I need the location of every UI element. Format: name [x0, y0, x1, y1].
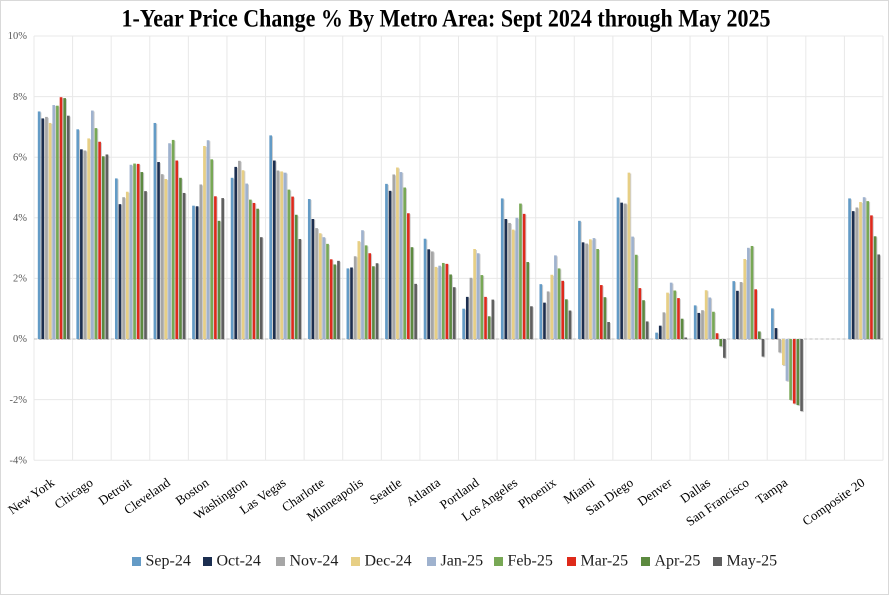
svg-text:2%: 2% — [13, 274, 27, 285]
svg-text:8%: 8% — [13, 92, 27, 103]
svg-text:Mar-25: Mar-25 — [581, 553, 629, 570]
svg-text:Dec-24: Dec-24 — [365, 553, 412, 570]
svg-text:4%: 4% — [13, 213, 27, 224]
svg-text:Nov-24: Nov-24 — [290, 553, 339, 570]
svg-text:-2%: -2% — [10, 395, 28, 406]
svg-text:Jan-25: Jan-25 — [441, 553, 484, 570]
svg-text:-4%: -4% — [10, 455, 28, 466]
svg-text:0%: 0% — [13, 334, 27, 345]
svg-text:May-25: May-25 — [727, 553, 778, 570]
svg-text:Sep-24: Sep-24 — [146, 553, 191, 570]
svg-text:6%: 6% — [13, 152, 27, 163]
svg-text:1-Year Price Change % By Metro: 1-Year Price Change % By Metro Area: Sep… — [122, 5, 771, 33]
svg-text:10%: 10% — [8, 31, 28, 42]
svg-text:Oct-24: Oct-24 — [217, 553, 261, 570]
svg-text:Apr-25: Apr-25 — [655, 553, 701, 570]
svg-text:Feb-25: Feb-25 — [508, 553, 553, 570]
